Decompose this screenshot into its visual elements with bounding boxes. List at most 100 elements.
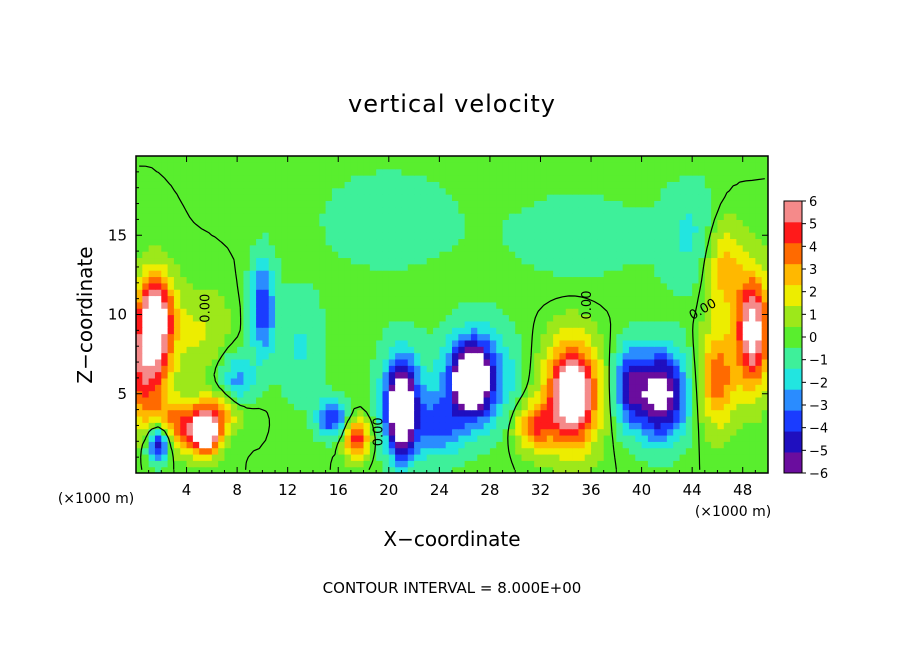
field-cell: [300, 460, 308, 468]
field-cell: [464, 339, 472, 347]
field-cell: [338, 295, 346, 303]
field-cell: [452, 289, 459, 297]
field-cell: [426, 301, 434, 309]
field-cell: [414, 276, 421, 284]
field-cell: [268, 238, 276, 246]
field-cell: [142, 403, 150, 411]
field-cell: [142, 187, 150, 195]
field-cell: [559, 403, 567, 411]
field-cell: [635, 175, 643, 182]
field-cell: [205, 409, 213, 417]
field-cell: [616, 225, 624, 233]
field-cell: [489, 365, 497, 373]
field-cell: [591, 333, 598, 341]
field-cell: [376, 409, 384, 417]
field-cell: [275, 314, 282, 322]
field-cell: [249, 194, 257, 201]
field-cell: [540, 238, 548, 246]
field-cell: [148, 434, 156, 442]
field-cell: [218, 358, 226, 366]
field-cell: [647, 301, 655, 309]
field-cell: [452, 460, 459, 468]
field-cell: [483, 251, 491, 259]
field-cell: [142, 282, 150, 290]
field-cell: [306, 301, 314, 309]
field-cell: [508, 371, 516, 379]
field-cell: [382, 168, 390, 176]
field-cell: [388, 346, 396, 354]
field-cell: [603, 194, 611, 201]
field-cell: [192, 358, 200, 366]
field-cell: [673, 346, 681, 354]
field-cell: [224, 251, 232, 259]
field-cell: [470, 409, 478, 417]
field-cell: [692, 384, 700, 392]
field-cell: [357, 409, 365, 417]
field-cell: [294, 384, 301, 392]
field-cell: [407, 175, 415, 182]
field-cell: [154, 156, 162, 163]
field-cell: [502, 251, 510, 259]
field-cell: [647, 276, 655, 284]
field-cell: [704, 232, 712, 240]
field-cell: [275, 352, 282, 360]
field-cell: [673, 428, 681, 436]
field-cell: [395, 308, 403, 316]
field-cell: [730, 346, 737, 354]
field-cell: [704, 371, 712, 379]
field-cell: [173, 219, 181, 227]
field-cell: [470, 390, 478, 398]
field-cell: [363, 206, 371, 214]
field-cell: [534, 238, 542, 246]
field-cell: [742, 447, 750, 455]
field-cell: [679, 403, 687, 411]
field-cell: [407, 213, 415, 220]
field-cell: [249, 320, 257, 328]
field-cell: [426, 346, 434, 354]
field-cell: [363, 200, 371, 208]
field-cell: [553, 320, 561, 328]
field-cell: [685, 270, 693, 278]
field-cell: [597, 447, 605, 455]
field-cell: [249, 441, 257, 449]
field-cell: [591, 225, 598, 233]
field-cell: [610, 194, 617, 201]
field-cell: [565, 377, 573, 385]
chart-title: vertical velocity: [348, 90, 556, 118]
field-cell: [698, 251, 706, 259]
field-cell: [275, 270, 282, 278]
field-cell: [452, 168, 459, 176]
field-cell: [496, 403, 504, 411]
field-cell: [224, 320, 232, 328]
field-cell: [154, 251, 162, 259]
field-cell: [502, 200, 510, 208]
field-cell: [211, 187, 219, 195]
field-cell: [154, 384, 162, 392]
field-cell: [161, 409, 169, 417]
field-cell: [717, 181, 725, 189]
field-cell: [635, 365, 643, 373]
field-cell: [376, 257, 384, 265]
field-cell: [426, 289, 434, 297]
field-cell: [452, 352, 459, 360]
field-cell: [218, 415, 226, 423]
field-cell: [685, 460, 693, 468]
field-cell: [647, 460, 655, 468]
field-cell: [230, 308, 238, 316]
field-cell: [742, 187, 750, 195]
field-cell: [622, 466, 630, 473]
field-cell: [256, 232, 263, 240]
field-cell: [256, 175, 263, 182]
field-cell: [407, 320, 415, 328]
field-cell: [452, 346, 459, 354]
field-cell: [243, 314, 251, 322]
field-cell: [565, 415, 573, 423]
field-cell: [363, 181, 371, 189]
field-cell: [508, 156, 516, 163]
field-cell: [439, 422, 447, 430]
field-cell: [730, 156, 737, 163]
field-cell: [749, 244, 756, 252]
field-cell: [433, 282, 440, 290]
field-cell: [534, 263, 542, 271]
field-cell: [622, 194, 630, 201]
